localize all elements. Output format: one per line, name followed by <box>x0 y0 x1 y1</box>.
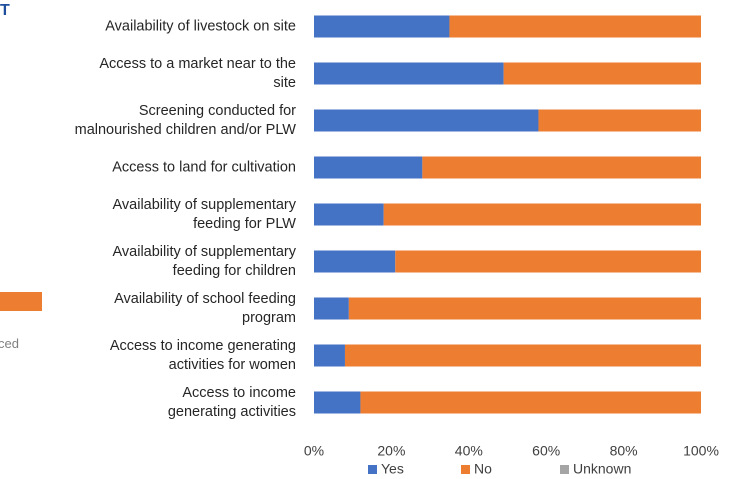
x-tick-label: 100% <box>683 443 719 459</box>
cropped-swatch <box>0 292 42 311</box>
bar-segment <box>314 156 423 179</box>
bar-segment <box>395 250 701 273</box>
cropped-title: T <box>0 2 10 19</box>
bar-segment <box>503 62 701 85</box>
bar-segment <box>360 391 701 414</box>
category-label: Availability of school feeding program <box>114 290 296 326</box>
category-label: Availability of livestock on site <box>105 18 296 34</box>
bar-segment <box>314 250 396 273</box>
legend-swatch <box>368 465 377 474</box>
legend-label: Yes <box>381 461 404 477</box>
x-tick-label: 80% <box>610 443 638 459</box>
x-tick-label: 0% <box>304 443 324 459</box>
bar-segment <box>314 62 504 85</box>
legend-label: No <box>474 461 492 477</box>
legend-swatch <box>461 465 470 474</box>
cropped-text: ced <box>0 336 19 351</box>
bar-segment <box>314 391 361 414</box>
bar-segment <box>314 109 539 132</box>
category-label: Availability of supplementary feeding fo… <box>112 196 297 232</box>
legend-swatch <box>560 465 569 474</box>
bar-segment <box>314 297 349 320</box>
category-label: Availability of supplementary feeding fo… <box>112 243 297 279</box>
x-tick-label: 20% <box>377 443 405 459</box>
bar-segment <box>383 203 701 226</box>
bar-segment <box>314 344 345 367</box>
x-tick-label: 40% <box>455 443 483 459</box>
bar-segment <box>538 109 701 132</box>
category-label: Access to income generating activities <box>167 384 296 420</box>
bar-segment <box>314 203 384 226</box>
category-label: Screening conducted for malnourished chi… <box>74 102 296 138</box>
bar-segment <box>314 15 450 38</box>
bar-segment <box>449 15 701 38</box>
bar-segment <box>344 344 701 367</box>
bar-segment <box>348 297 701 320</box>
x-tick-label: 60% <box>532 443 560 459</box>
bar-segment <box>422 156 701 179</box>
category-label: Access to a market near to the site <box>99 55 296 91</box>
legend-label: Unknown <box>573 461 631 477</box>
category-label: Access to income generating activities f… <box>109 337 296 373</box>
category-label: Access to land for cultivation <box>112 159 296 175</box>
